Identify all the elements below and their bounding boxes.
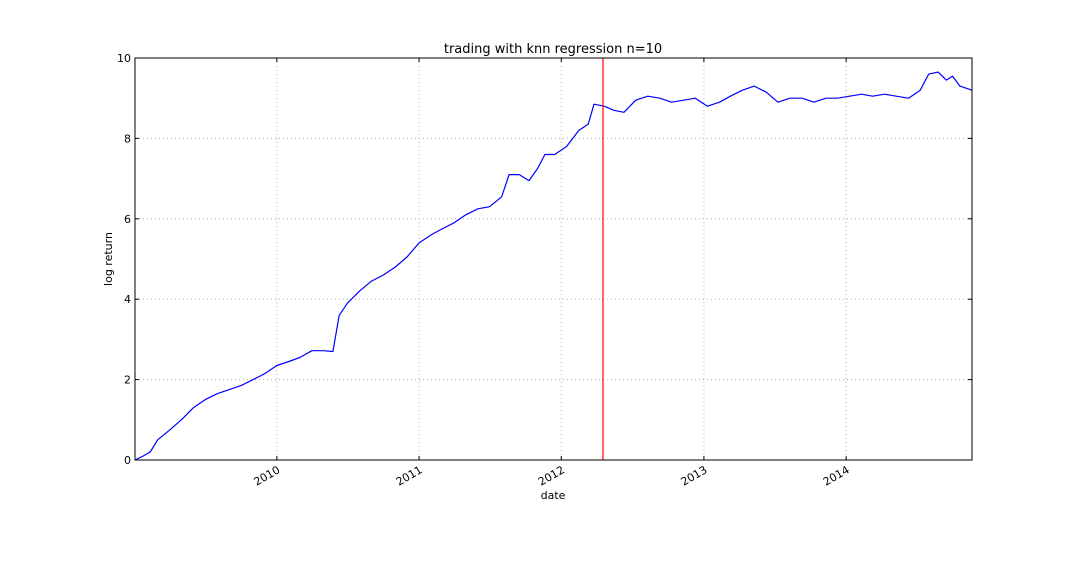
y-tick-label: 8 — [124, 132, 131, 145]
y-tick-label: 0 — [124, 454, 131, 467]
chart-title: trading with knn regression n=10 — [444, 42, 662, 57]
y-tick-label: 6 — [124, 213, 131, 226]
y-tick-label: 10 — [117, 52, 131, 65]
y-tick-label: 2 — [124, 374, 131, 387]
series-layer — [134, 71, 973, 461]
y-axis-label: log return — [102, 232, 115, 286]
series-line — [134, 71, 973, 461]
x-axis-label: date — [541, 489, 566, 502]
y-tick-label: 4 — [124, 293, 131, 306]
plot-frame — [134, 57, 973, 461]
grid — [135, 58, 972, 460]
